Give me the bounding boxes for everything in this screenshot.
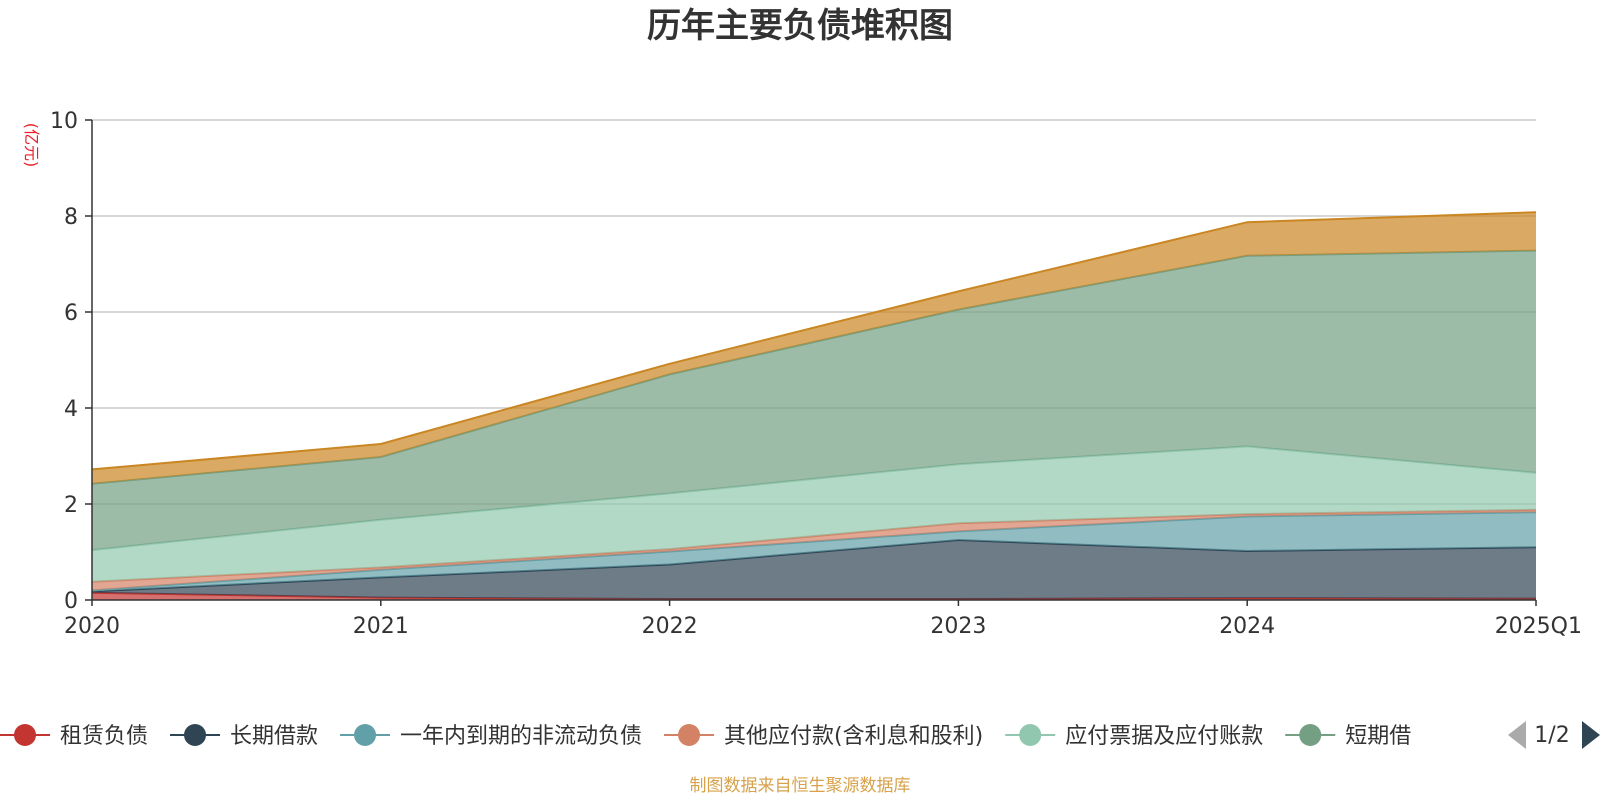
chart-title: 历年主要负债堆积图 <box>647 6 953 46</box>
series-line-6 <box>91 211 1537 471</box>
series-area-1 <box>92 540 1536 599</box>
legend-item[interactable]: 应付票据及应付账款 <box>1005 724 1263 749</box>
y-tick-label: 4 <box>64 397 78 422</box>
x-tick-label: 2025Q1 <box>1495 614 1582 639</box>
legend-marker-icon <box>1019 724 1042 746</box>
y-axis-unit-label: (亿元) <box>22 123 41 168</box>
legend-label: 一年内到期的非流动负债 <box>400 724 642 749</box>
legend-item[interactable]: 长期借款 <box>170 724 318 749</box>
y-tick-label: 6 <box>64 301 78 326</box>
y-tick-label: 8 <box>64 205 78 230</box>
y-tick-label: 0 <box>64 589 78 614</box>
y-tick-label: 2 <box>64 493 78 518</box>
legend-label: 应付票据及应付账款 <box>1065 724 1263 749</box>
legend-label: 长期借款 <box>230 724 318 749</box>
legend-item[interactable]: 其他应付款(含利息和股利) <box>664 724 983 749</box>
data-source-note: 制图数据来自恒生聚源数据库 <box>690 776 911 796</box>
series-areas <box>91 211 1537 600</box>
x-tick-label: 2023 <box>930 614 986 639</box>
legend-item[interactable]: 短期借 <box>1285 724 1411 749</box>
series-area-5 <box>92 250 1536 551</box>
series-area-6 <box>92 212 1536 484</box>
legend-marker-icon <box>678 724 701 746</box>
axes: 0 2 4 6 8 10 2020 2021 2022 2023 2024 2025Q1 <box>50 109 1582 639</box>
legend-label: 租赁负债 <box>60 724 148 749</box>
legend-next-arrow-icon[interactable] <box>1582 721 1600 749</box>
series-area-4 <box>92 446 1536 582</box>
x-tick-label: 2021 <box>353 614 409 639</box>
legend-items: 租赁负债 长期借款 一年内到期的非流动负债 其他应付款(含利息和股利) 应付票据及应付账… <box>0 724 1411 749</box>
y-tick-label: 10 <box>50 109 78 134</box>
legend: 租赁负债 长期借款 一年内到期的非流动负债 其他应付款(含利息和股利) 应付票据及应付账… <box>0 724 1411 749</box>
x-tick-label: 2024 <box>1219 614 1275 639</box>
x-tick-label: 2020 <box>64 614 120 639</box>
legend-page-indicator: 1/2 <box>1534 723 1569 748</box>
legend-marker-icon <box>184 724 207 746</box>
legend-pager: 1/2 <box>1508 721 1600 749</box>
series-area-2 <box>92 512 1536 592</box>
legend-item[interactable]: 一年内到期的非流动负债 <box>340 724 642 749</box>
legend-item[interactable]: 租赁负债 <box>0 724 148 749</box>
legend-prev-arrow-icon[interactable] <box>1508 721 1526 749</box>
legend-marker-icon <box>354 724 377 746</box>
legend-label: 短期借 <box>1345 724 1411 749</box>
x-tick-label: 2022 <box>642 614 698 639</box>
legend-label: 其他应付款(含利息和股利) <box>724 724 983 749</box>
legend-marker-icon <box>14 724 36 746</box>
legend-marker-icon <box>1299 724 1322 746</box>
